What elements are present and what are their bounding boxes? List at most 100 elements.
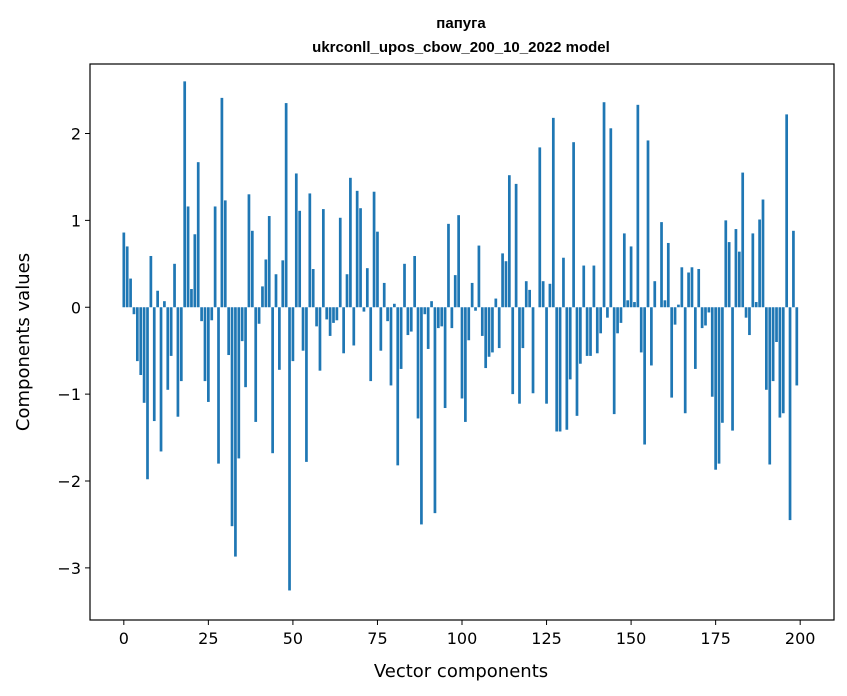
bar-21	[193, 234, 197, 308]
bar-58	[318, 307, 322, 371]
bar-9	[152, 307, 156, 422]
y-tick-label-1: 1	[71, 211, 81, 230]
bar-8	[149, 255, 153, 308]
bar-96	[447, 223, 450, 308]
x-tick-label-50: 50	[283, 629, 303, 648]
bar-134	[575, 307, 579, 416]
y-tick-label-0: 0	[71, 298, 81, 317]
bar-168	[690, 267, 694, 308]
bar-183	[741, 172, 745, 308]
bar-121	[531, 307, 535, 394]
bar-119	[524, 281, 528, 308]
bar-66	[345, 274, 349, 308]
bar-188	[758, 219, 761, 308]
bar-27	[213, 206, 217, 308]
bar-88	[420, 307, 423, 525]
bar-48	[284, 103, 288, 308]
bar-92	[433, 307, 437, 514]
bar-100	[460, 307, 464, 399]
bar-174	[710, 307, 714, 397]
bar-152	[636, 104, 640, 308]
bar-76	[379, 307, 383, 351]
bar-98	[453, 275, 457, 308]
bar-77	[382, 282, 386, 308]
bar-67	[349, 177, 352, 308]
bar-87	[416, 307, 420, 419]
bar-95	[443, 307, 447, 409]
bar-16	[176, 307, 180, 417]
bar-118	[521, 307, 525, 349]
bar-162	[670, 307, 674, 398]
bar-124	[541, 281, 545, 308]
bar-37	[247, 194, 251, 308]
bar-1	[125, 246, 129, 308]
y-axis-ticks: −3 −2 −1 0 1 2	[57, 125, 90, 578]
bar-149	[626, 300, 630, 308]
bar-35	[240, 307, 244, 342]
bar-52	[298, 210, 302, 308]
bar-82	[399, 307, 403, 369]
bar-99	[457, 215, 460, 308]
bar-131	[565, 307, 569, 430]
bar-14	[169, 307, 173, 356]
bar-138	[589, 307, 592, 356]
bar-49	[288, 307, 291, 591]
bar-159	[660, 222, 663, 308]
bar-177	[721, 307, 724, 423]
bar-154	[643, 307, 646, 445]
bar-110	[494, 298, 498, 308]
bar-2	[129, 278, 132, 308]
bar-135	[579, 307, 582, 364]
bar-30	[223, 200, 227, 308]
x-tick-label-175: 175	[700, 629, 731, 648]
plot-frame	[89, 63, 835, 621]
bar-115	[511, 307, 515, 395]
bar-65	[342, 307, 345, 354]
y-tick-label--1: −1	[57, 385, 81, 404]
bar-13	[166, 307, 170, 390]
bar-79	[389, 307, 393, 386]
bar-3	[132, 307, 136, 315]
bar-53	[301, 307, 305, 351]
bar-0	[122, 232, 126, 308]
bar-139	[592, 265, 596, 308]
x-tick-label-200: 200	[785, 629, 816, 648]
bar-147	[619, 307, 623, 323]
bar-169	[693, 307, 697, 369]
bar-61	[328, 307, 332, 336]
bar-63	[335, 307, 339, 321]
bar-185	[748, 307, 751, 336]
bar-78	[386, 307, 389, 322]
bar-22	[196, 162, 200, 308]
bar-140	[595, 307, 599, 354]
bar-75	[376, 231, 379, 308]
bar-64	[338, 217, 342, 308]
bar-112	[501, 253, 504, 308]
bar-24	[203, 307, 207, 382]
bar-116	[514, 183, 518, 308]
bar-23	[200, 307, 203, 322]
bar-163	[673, 307, 677, 325]
bar-193	[775, 307, 778, 342]
bar-5	[139, 307, 143, 376]
bar-106	[480, 307, 484, 336]
bar-54	[305, 307, 308, 462]
bar-29	[220, 97, 224, 308]
bar-108	[487, 307, 491, 357]
bar-113	[504, 261, 508, 308]
chart-title: папуга	[436, 15, 486, 32]
bar-172	[704, 307, 707, 326]
bar-176	[717, 307, 721, 464]
x-tick-label-75: 75	[367, 629, 387, 648]
bar-136	[582, 265, 586, 308]
bar-28	[217, 307, 220, 464]
bar-42	[264, 259, 268, 308]
bar-161	[666, 242, 670, 308]
x-axis-label: Vector components	[374, 661, 548, 682]
x-tick-label-100: 100	[447, 629, 478, 648]
bar-56	[311, 269, 315, 308]
bar-90	[426, 307, 430, 349]
bar-43	[267, 216, 271, 308]
bar-157	[653, 281, 657, 308]
